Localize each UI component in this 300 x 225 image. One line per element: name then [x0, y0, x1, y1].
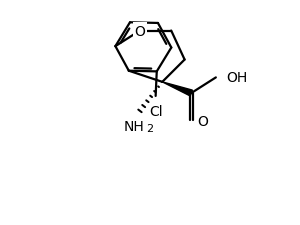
Text: OH: OH: [226, 71, 247, 85]
Text: NH: NH: [124, 119, 145, 133]
Polygon shape: [162, 83, 192, 97]
Text: 2: 2: [146, 124, 154, 134]
Text: Cl: Cl: [149, 104, 163, 118]
Text: O: O: [134, 25, 146, 38]
Text: O: O: [197, 115, 208, 128]
